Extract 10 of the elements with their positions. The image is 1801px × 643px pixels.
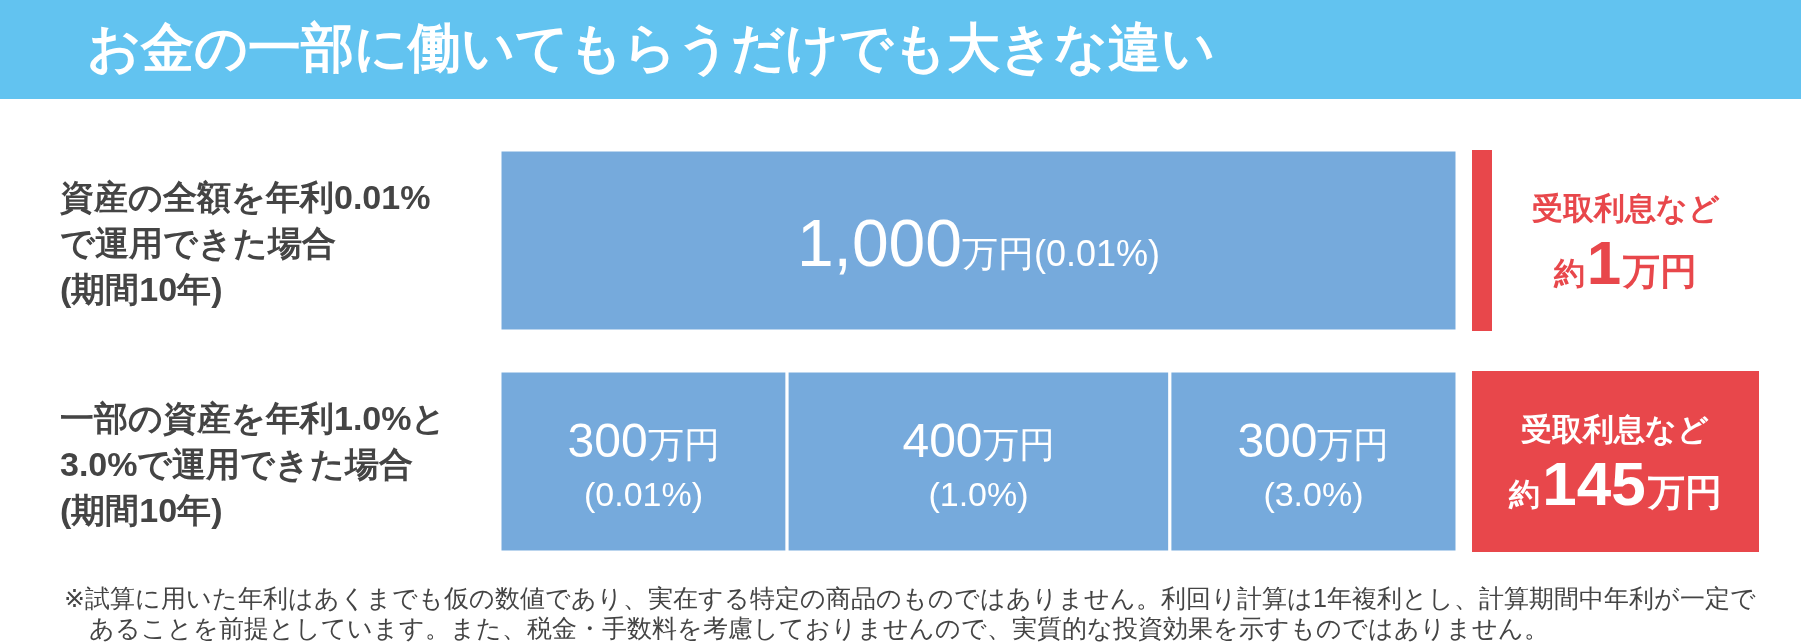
y-tick-label: 資産の全額を年利0.01% で運用できた場合 (期間10年): [59, 177, 431, 308]
data-label: 1,000万円(0.01%): [796, 205, 1161, 280]
text: 受取利息など約1万円: [1531, 189, 1720, 297]
text: 受取利息など約145万円: [1509, 410, 1722, 518]
data-label: 300万円 (0.01%): [567, 413, 720, 513]
chart-title: お金の一部に働いてもらうだけでも大きな違い: [87, 17, 1215, 79]
data-label: 300万円 (3.0%): [1237, 413, 1390, 513]
data-label: 400万円 (1.0%): [902, 413, 1055, 513]
y-tick-label: 一部の資産を年利1.0%と 3.0%で運用できた場合 (期間10年): [60, 398, 447, 529]
annotation: ※試算に用いた年利はあくまでも仮の数値であり、実在する特定の商品のものではありません。利回り計算は1年複利とし、計算期間中年利が一定であることを前提としています。また、税金・手数料を考慮しておりませんので、実質的な投資効果を示すものではありません。: [64, 583, 1757, 643]
